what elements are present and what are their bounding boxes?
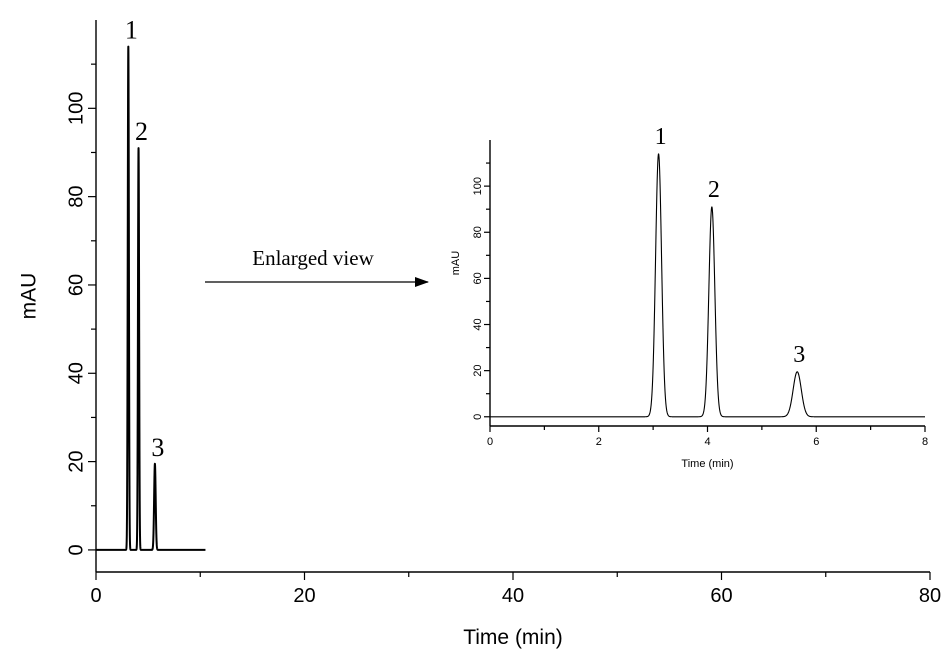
main-peak-label: 3 xyxy=(151,433,164,462)
main-x-tick-label: 0 xyxy=(90,585,101,607)
enlarged-view-label: Enlarged view xyxy=(252,246,374,270)
main-y-tick-label: 20 xyxy=(65,450,87,472)
main-x-tick-label: 80 xyxy=(919,585,941,607)
main-trace xyxy=(95,45,207,551)
inset-y-tick-label: 60 xyxy=(472,272,484,284)
main-x-axis-title: Time (min) xyxy=(463,626,563,649)
inset-x-axis-title: Time (min) xyxy=(681,458,733,470)
inset-y-tick-label: 20 xyxy=(472,365,484,377)
main-x-tick-label: 60 xyxy=(710,585,732,607)
inset-y-tick-label: 40 xyxy=(472,318,484,330)
main-y-tick-label: 40 xyxy=(65,362,87,384)
main-x-tick-label: 40 xyxy=(502,585,524,607)
inset-y-tick-label: 100 xyxy=(472,177,484,195)
inset-y-tick-label: 80 xyxy=(472,226,484,238)
main-peak-label: 2 xyxy=(135,117,148,146)
inset-y-axis-title: mAU xyxy=(450,251,462,276)
inset-x-tick-label: 4 xyxy=(704,436,710,448)
inset-x-tick-label: 8 xyxy=(922,436,928,448)
inset-x-tick-label: 6 xyxy=(813,436,819,448)
inset-x-tick-label: 0 xyxy=(487,436,493,448)
main-y-tick-label: 100 xyxy=(65,92,87,125)
enlarged-view-annotation: Enlarged view xyxy=(205,246,429,287)
main-y-tick-label: 60 xyxy=(65,274,87,296)
main-y-tick-label: 0 xyxy=(65,544,87,555)
inset-trace xyxy=(489,153,926,418)
inset-peak-label: 2 xyxy=(708,177,720,203)
inset-peak-label: 3 xyxy=(793,342,805,368)
main-x-tick-label: 20 xyxy=(293,585,315,607)
inset-peak-label: 1 xyxy=(655,124,667,150)
inset-x-tick-label: 2 xyxy=(596,436,602,448)
main-y-axis-title: mAU xyxy=(18,273,41,320)
main-peak-label: 1 xyxy=(125,15,138,44)
main-y-tick-label: 80 xyxy=(65,186,87,208)
inset-y-tick-label: 0 xyxy=(472,414,484,420)
